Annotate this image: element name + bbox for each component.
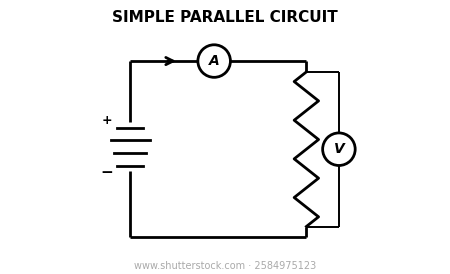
Text: −: − — [101, 165, 113, 180]
Text: +: + — [102, 114, 112, 127]
Text: A: A — [209, 54, 220, 68]
Circle shape — [198, 45, 230, 77]
Text: www.shutterstock.com · 2584975123: www.shutterstock.com · 2584975123 — [134, 261, 316, 271]
Text: V: V — [333, 142, 344, 156]
Circle shape — [323, 133, 355, 165]
Text: SIMPLE PARALLEL CIRCUIT: SIMPLE PARALLEL CIRCUIT — [112, 10, 338, 25]
